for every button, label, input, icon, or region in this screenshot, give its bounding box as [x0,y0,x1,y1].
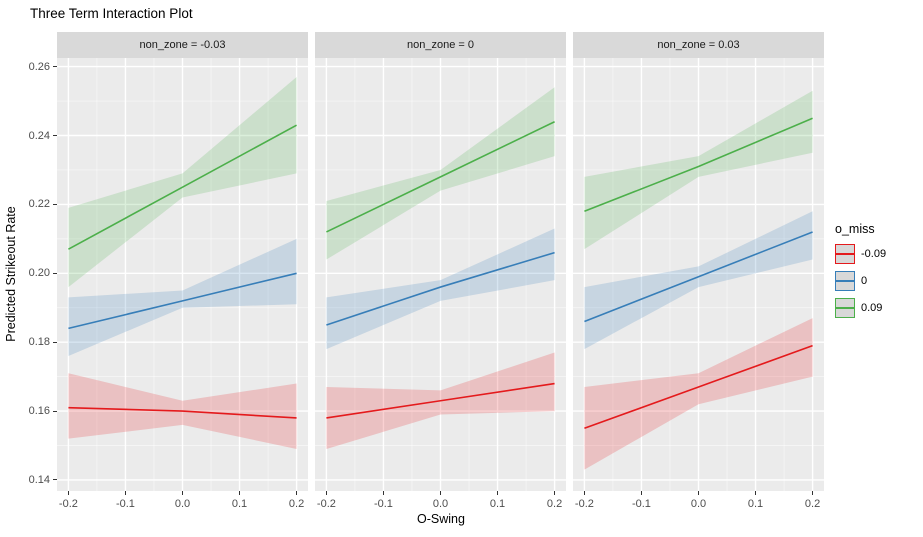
y-tick-mark [53,272,57,274]
chart-title: Three Term Interaction Plot [30,6,193,21]
x-tick-label: -0.1 [115,498,135,510]
trend-line-0.09 [326,121,555,233]
x-tick-mark [239,491,241,495]
x-tick-mark [497,491,499,495]
y-tick-mark [53,410,57,412]
legend: o_miss -0.09 0 0.09 [835,222,921,325]
x-tick-mark [812,491,814,495]
y-tick-label: 0.22 [28,198,50,211]
trend-line--0.09 [68,406,297,419]
x-tick-label: -0.1 [631,498,651,510]
legend-label: -0.09 [861,248,887,260]
y-tick-mark [53,341,57,343]
x-tick-mark [182,491,183,495]
y-tick-label: 0.18 [28,336,50,349]
x-tick-mark [583,491,585,495]
x-tick-label: -0.2 [574,498,594,510]
y-tick-label: 0.26 [28,60,50,73]
y-tick-label: 0.20 [28,267,50,280]
ci-ribbon-0 [68,238,297,356]
facet-panel [573,58,824,491]
facet-strip: non_zone = 0 [315,32,566,58]
legend-key-swatch [835,244,855,264]
y-tick-label: 0.24 [28,129,50,142]
trend-line-0 [584,231,813,323]
trend-line-0.09 [584,117,813,213]
x-tick-label: 0.2 [288,498,305,510]
facet-strip: non_zone = -0.03 [57,32,308,58]
x-tick-label: -0.2 [316,498,336,510]
facet-panel [315,58,566,491]
y-tick-mark [53,203,57,205]
x-tick-mark [698,491,699,495]
legend-entry: 0 [835,271,921,291]
trend-line-0 [326,251,555,326]
x-tick-mark [440,491,441,495]
x-tick-label: -0.2 [58,498,78,510]
trend-line-0.09 [68,124,297,250]
facet-panel [57,58,308,491]
x-axis-title: O-Swing [417,512,465,526]
legend-key-line [836,280,854,282]
ci-ribbon-0.09 [326,87,555,260]
legend-entries: -0.09 0 0.09 [835,244,921,318]
legend-key-swatch [835,298,855,318]
x-tick-mark [382,491,384,495]
x-tick-label: 0.1 [489,498,506,510]
y-tick-label: 0.16 [28,405,50,418]
ci-ribbon-0 [584,211,813,350]
legend-label: 0.09 [861,302,883,314]
y-tick-mark [53,135,57,136]
x-tick-label: 0.0 [174,498,191,510]
x-tick-label: -0.1 [373,498,393,510]
x-tick-label: 0.2 [804,498,821,510]
x-tick-label: 0.2 [546,498,563,510]
legend-key-swatch [835,271,855,291]
y-tick-label: 0.14 [28,473,50,486]
ci-ribbon-0 [326,228,555,350]
legend-key-line [836,307,854,309]
legend-key-line [836,253,854,255]
trend-line--0.09 [326,382,555,419]
x-tick-mark [67,491,69,495]
legend-title: o_miss [835,222,875,236]
trend-line-0 [68,272,297,330]
y-tick-mark [53,66,57,68]
facet-strip: non_zone = 0.03 [573,32,824,58]
x-tick-mark [640,491,642,495]
x-tick-label: 0.1 [747,498,764,510]
legend-label: 0 [861,275,868,287]
x-tick-label: 0.0 [432,498,449,510]
x-tick-mark [124,491,126,495]
ci-ribbon--0.09 [584,318,813,470]
legend-entry: 0.09 [835,298,921,318]
x-tick-mark [755,491,757,495]
x-tick-mark [296,491,298,495]
ci-ribbon-0.09 [68,76,297,288]
y-tick-mark [53,479,57,481]
x-tick-label: 0.1 [231,498,248,510]
trend-line--0.09 [584,344,813,430]
ci-ribbon-0.09 [584,90,813,250]
x-tick-mark [325,491,327,495]
legend-entry: -0.09 [835,244,921,264]
x-tick-mark [554,491,556,495]
x-tick-label: 0.0 [690,498,707,510]
